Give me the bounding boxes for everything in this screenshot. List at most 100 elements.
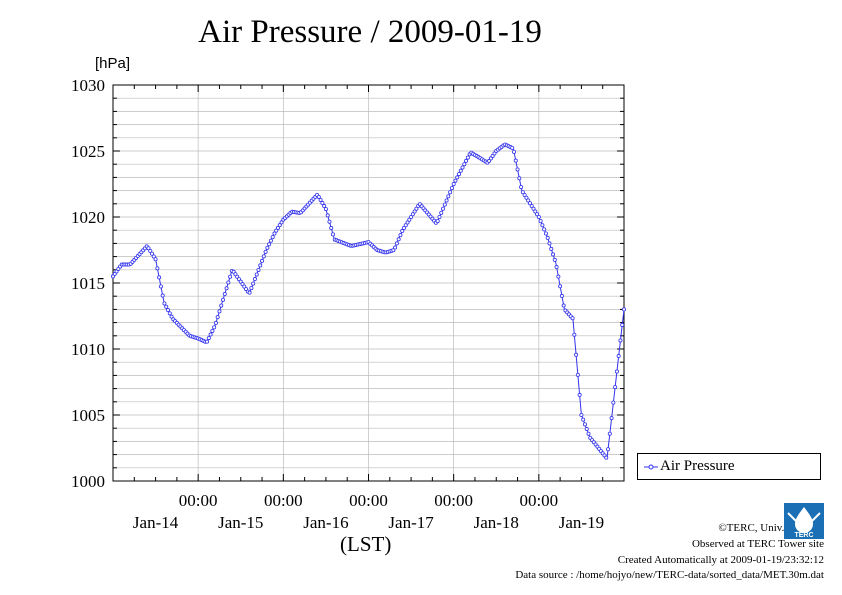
logo-text: TERC — [794, 532, 813, 539]
data-point — [265, 245, 270, 250]
terc-logo-icon: TERC — [784, 503, 824, 539]
data-point — [409, 214, 414, 219]
data-point — [249, 286, 254, 291]
x-day-label: Jan-16 — [303, 513, 348, 532]
data-point — [526, 198, 531, 203]
data-point — [258, 263, 263, 268]
data-point — [556, 274, 561, 279]
data-point — [577, 392, 582, 397]
data-point — [217, 309, 222, 314]
data-point — [535, 212, 540, 217]
data-point — [458, 168, 463, 173]
data-point — [558, 284, 563, 289]
data-point — [277, 223, 282, 228]
data-point — [247, 290, 252, 295]
data-point — [517, 176, 522, 181]
data-point — [325, 213, 330, 218]
x-tick-label: 00:00 — [264, 491, 303, 510]
data-point — [316, 194, 321, 199]
x-day-label: Jan-18 — [474, 513, 519, 532]
data-point — [581, 417, 586, 422]
y-tick-label: 1005 — [71, 406, 105, 425]
data-point — [208, 332, 213, 337]
data-point — [162, 301, 167, 306]
axis-ticks — [112, 84, 625, 482]
data-point — [414, 206, 419, 211]
y-tick-label: 1015 — [71, 274, 105, 293]
data-point — [511, 149, 516, 154]
data-point — [276, 225, 281, 230]
data-point — [616, 354, 621, 359]
data-point — [228, 274, 233, 279]
data-point — [545, 235, 550, 240]
data-point — [274, 228, 279, 233]
y-tick-label: 1030 — [71, 76, 105, 95]
data-point — [574, 352, 579, 357]
data-point — [439, 210, 444, 215]
data-point — [157, 275, 162, 280]
data-point — [536, 214, 541, 219]
data-point — [169, 314, 174, 319]
credit-observed: Observed at TERC Tower site — [691, 537, 824, 550]
data-point — [412, 209, 417, 214]
x-tick-label: 00:00 — [434, 491, 473, 510]
data-point — [260, 258, 265, 263]
grid — [113, 85, 624, 481]
data-point — [226, 280, 231, 285]
data-point — [448, 190, 453, 195]
data-point — [561, 303, 566, 308]
data-point — [254, 272, 259, 277]
data-point — [166, 308, 171, 313]
data-point — [150, 251, 155, 256]
x-tick-label: 00:00 — [179, 491, 218, 510]
x-tick-label: 00:00 — [349, 491, 388, 510]
data-point — [464, 158, 469, 163]
data-point — [451, 181, 456, 186]
data-point — [146, 246, 151, 251]
data-point — [394, 241, 399, 246]
data-point — [465, 155, 470, 160]
data-point — [442, 202, 447, 207]
data-point — [213, 320, 218, 325]
data-point — [398, 233, 403, 238]
x-day-label: Jan-14 — [133, 513, 179, 532]
y-tick-label: 1010 — [71, 340, 105, 359]
data-point — [153, 257, 158, 262]
data-point — [155, 266, 160, 271]
data-point — [164, 304, 169, 309]
data-point — [272, 231, 277, 236]
data-point — [540, 223, 545, 228]
y-axis-unit: [hPa] — [95, 55, 131, 72]
data-point — [329, 226, 334, 231]
data-point — [151, 254, 156, 259]
data-point — [221, 297, 226, 302]
data-point — [549, 246, 554, 251]
data-point — [456, 172, 461, 177]
data-point — [212, 325, 217, 330]
data-point — [437, 214, 442, 219]
data-point — [222, 292, 227, 297]
data-point — [570, 316, 575, 321]
y-tick-label: 1025 — [71, 142, 105, 161]
credit-created: Created Automatically at 2009-01-19/23:3… — [617, 553, 824, 566]
data-point — [515, 167, 520, 172]
data-point — [206, 336, 211, 341]
data-point — [405, 220, 410, 225]
data-point — [167, 311, 172, 316]
data-point — [403, 223, 408, 228]
data-point — [252, 277, 257, 282]
data-point — [396, 237, 401, 242]
data-point — [444, 198, 449, 203]
data-point — [441, 206, 446, 211]
data-point — [215, 315, 220, 320]
data-point — [527, 201, 532, 206]
legend: Air Pressure — [637, 453, 821, 480]
data-point — [270, 235, 275, 240]
data-point — [267, 242, 272, 247]
data-point — [263, 249, 268, 254]
data-point — [618, 338, 623, 343]
data-point — [261, 254, 266, 259]
credit-source: Data source : /home/hojyo/new/TERC-data/… — [515, 569, 824, 582]
data-point — [160, 293, 165, 298]
